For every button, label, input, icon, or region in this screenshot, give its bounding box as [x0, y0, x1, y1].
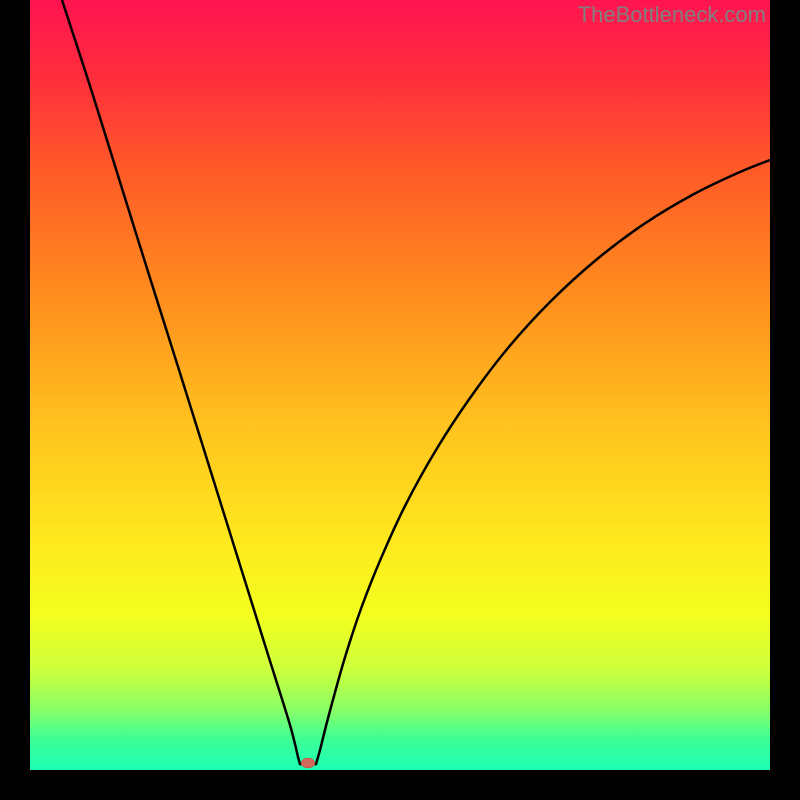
chart-svg: [30, 0, 770, 770]
chart-plot-area: [30, 0, 770, 770]
curve-left-branch: [62, 0, 300, 764]
bottleneck-marker: [301, 758, 315, 768]
watermark-text: TheBottleneck.com: [578, 2, 766, 28]
curve-right-branch: [316, 160, 770, 764]
